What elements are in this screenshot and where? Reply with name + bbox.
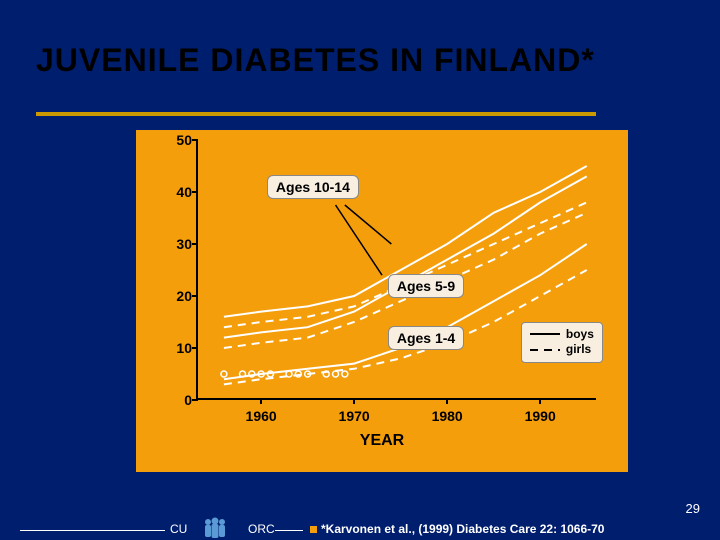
bullet-icon bbox=[310, 526, 317, 533]
ytick-label: 0 bbox=[166, 392, 192, 408]
legend-row: boys bbox=[530, 327, 594, 343]
slide: JUVENILE DIABETES IN FINLAND* 0 10 20 30 40 5… bbox=[0, 0, 720, 540]
xtick-label: 1990 bbox=[515, 408, 565, 424]
footer-orc: ORC bbox=[248, 522, 275, 536]
xtick-label: 1970 bbox=[329, 408, 379, 424]
slide-number: 29 bbox=[686, 501, 700, 516]
x-axis-label: YEAR bbox=[136, 432, 628, 450]
xtick-label: 1980 bbox=[422, 408, 472, 424]
people-icon bbox=[200, 516, 230, 540]
legend-row: girls bbox=[530, 342, 594, 358]
slide-title: JUVENILE DIABETES IN FINLAND* bbox=[36, 42, 595, 79]
ytick-label: 50 bbox=[166, 132, 192, 148]
ytick-label: 30 bbox=[166, 236, 192, 252]
annotation-label: Ages 1-4 bbox=[388, 326, 464, 350]
footer-line-right bbox=[275, 530, 303, 531]
footer-cu: CU bbox=[170, 522, 187, 536]
annotation-label: Ages 5-9 bbox=[388, 274, 464, 298]
ytick-label: 10 bbox=[166, 340, 192, 356]
ytick-label: 20 bbox=[166, 288, 192, 304]
annotation-label: Ages 10-14 bbox=[267, 175, 359, 199]
chart-container: 0 10 20 30 40 50 1960 1970 1980 1990 Ages 10-14 A… bbox=[136, 130, 628, 472]
citation: *Karvonen et al., (1999) Diabetes Care 2… bbox=[310, 522, 604, 536]
citation-text: *Karvonen et al., (1999) Diabetes Care 2… bbox=[321, 522, 604, 536]
footer-line-left bbox=[20, 530, 165, 531]
title-underline bbox=[36, 112, 596, 116]
xtick-label: 1960 bbox=[236, 408, 286, 424]
legend: boysgirls bbox=[521, 322, 603, 363]
ytick-label: 40 bbox=[166, 184, 192, 200]
